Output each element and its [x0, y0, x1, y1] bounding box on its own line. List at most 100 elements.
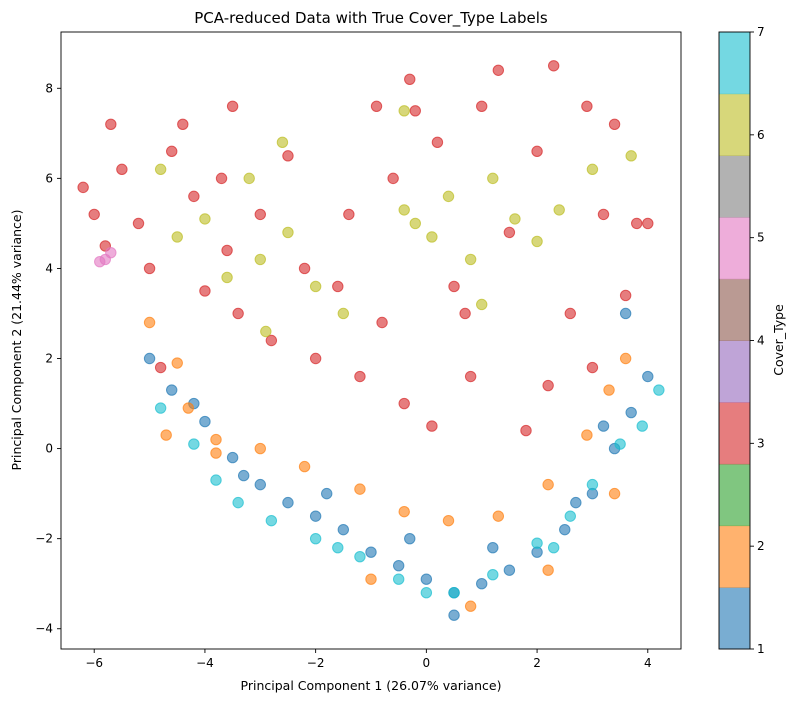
colorbar-segment	[719, 402, 750, 465]
data-point	[154, 163, 167, 176]
data-point	[476, 578, 488, 590]
data-point	[171, 231, 183, 243]
data-point	[404, 73, 416, 85]
data-point	[332, 541, 344, 554]
data-point	[636, 420, 648, 432]
data-point	[210, 433, 222, 446]
data-point	[559, 523, 571, 536]
chart-title: PCA-reduced Data with True Cover_Type La…	[194, 9, 548, 28]
colorbar-segment	[719, 340, 750, 403]
colorbar-segment	[719, 217, 750, 280]
points-layer	[77, 60, 665, 621]
data-point	[215, 172, 228, 185]
data-point	[581, 429, 593, 441]
data-point	[464, 370, 477, 383]
data-point	[154, 361, 167, 374]
data-point	[343, 208, 355, 221]
colorbar-tick-label: 3	[757, 436, 765, 450]
data-point	[542, 564, 554, 576]
data-point	[448, 280, 460, 293]
y-axis: −4 −2 0 2 4 6 8	[35, 81, 61, 636]
data-point	[492, 64, 505, 76]
data-point	[542, 379, 554, 392]
x-tick-label: 4	[644, 656, 652, 670]
data-point	[276, 136, 289, 149]
data-point	[459, 307, 471, 320]
data-point	[487, 541, 499, 554]
data-point	[370, 100, 383, 113]
colorbar-tick-label: 7	[757, 25, 765, 39]
data-point	[387, 172, 399, 185]
y-tick-label: 0	[45, 442, 53, 456]
data-point	[476, 298, 488, 311]
data-point	[143, 316, 156, 329]
data-point	[398, 505, 410, 518]
data-point	[398, 105, 410, 117]
data-point	[531, 145, 543, 158]
data-point	[77, 181, 89, 194]
data-point	[542, 478, 554, 491]
data-point	[642, 217, 654, 230]
data-point	[448, 609, 460, 621]
data-point	[597, 420, 610, 432]
data-point	[221, 244, 233, 257]
data-point	[199, 213, 211, 225]
data-point	[520, 424, 532, 437]
colorbar-tick-label: 5	[757, 231, 765, 245]
data-point	[282, 150, 294, 162]
data-point	[199, 415, 211, 428]
data-point	[188, 438, 200, 450]
data-point	[464, 600, 477, 612]
data-point	[509, 213, 521, 225]
data-point	[166, 384, 178, 396]
data-point	[160, 429, 172, 441]
data-point	[309, 510, 322, 522]
data-point	[243, 172, 255, 185]
data-point	[564, 307, 576, 320]
data-point	[581, 100, 593, 113]
data-point	[442, 514, 455, 527]
data-point	[625, 406, 637, 419]
data-point	[298, 262, 311, 275]
data-point	[154, 402, 167, 414]
y-tick-label: 2	[45, 352, 53, 366]
x-tick-label: −2	[307, 656, 325, 670]
data-point	[547, 541, 560, 554]
data-point	[254, 478, 266, 491]
series-class-5	[94, 246, 117, 268]
data-point	[404, 532, 416, 545]
data-point	[476, 100, 488, 113]
data-point	[426, 420, 438, 432]
colorbar-segment	[719, 587, 750, 650]
data-point	[166, 145, 178, 158]
data-point	[332, 280, 344, 293]
data-point	[376, 316, 388, 329]
data-point	[232, 307, 244, 320]
data-point	[321, 487, 333, 500]
data-point	[487, 568, 499, 581]
data-point	[619, 307, 632, 320]
y-tick-label: 8	[45, 81, 53, 95]
data-point	[365, 546, 377, 558]
data-point	[570, 496, 582, 509]
data-point	[232, 496, 244, 509]
data-point	[354, 370, 366, 383]
data-point	[625, 150, 637, 162]
data-point	[642, 370, 654, 383]
data-point	[237, 469, 250, 482]
data-point	[182, 402, 195, 414]
data-point	[177, 118, 189, 131]
data-point	[188, 190, 200, 203]
x-tick-label: −6	[85, 656, 103, 670]
data-point	[586, 361, 599, 374]
data-point	[282, 496, 294, 509]
data-point	[210, 447, 222, 459]
data-point	[88, 208, 100, 221]
plot-frame	[60, 31, 682, 650]
colorbar-tick-label: 2	[757, 539, 765, 553]
x-tick-label: 0	[423, 656, 431, 670]
data-point	[608, 487, 621, 500]
data-point	[487, 172, 499, 185]
colorbar-tick-label: 4	[757, 334, 765, 348]
